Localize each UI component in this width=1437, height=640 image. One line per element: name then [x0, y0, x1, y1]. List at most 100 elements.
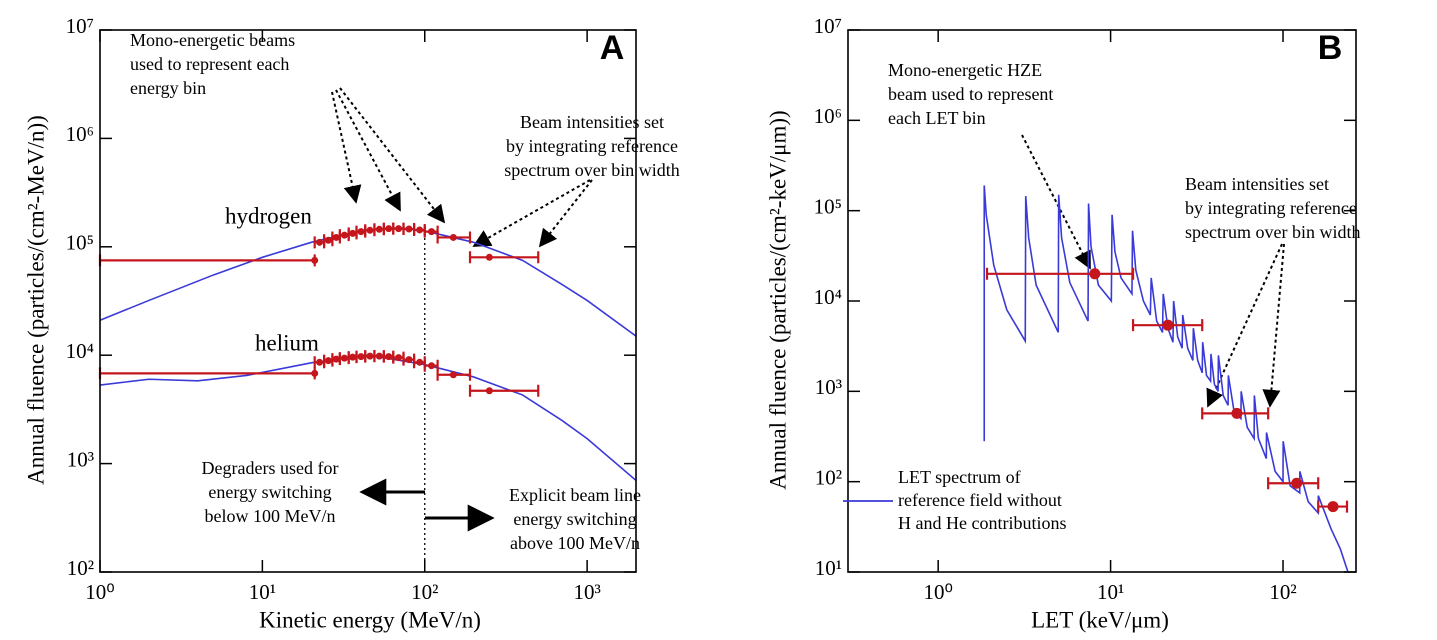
beam-point	[366, 352, 374, 360]
annotation: Explicit beam line	[509, 485, 641, 505]
annotation: Degraders used for	[202, 458, 339, 478]
beam-point	[1291, 477, 1303, 489]
x-tick-label: 10⁰	[85, 580, 114, 604]
y-tick-label: 10⁶	[814, 104, 842, 128]
annotation-arrows	[331, 87, 1285, 532]
annotation: Beam intensities set	[1185, 174, 1329, 194]
beam-point	[1231, 407, 1243, 419]
annotation: Beam intensities set	[520, 112, 664, 132]
beam-bin	[98, 254, 316, 267]
y-tick-label: 10⁴	[66, 339, 94, 363]
y-tick-label: 10⁴	[814, 285, 842, 309]
beam-point	[332, 355, 340, 363]
plot-frame	[99, 29, 637, 573]
beam-point	[427, 362, 435, 370]
beam-point	[349, 229, 357, 237]
beam-point	[316, 238, 324, 246]
beam-point	[366, 226, 374, 234]
x-axis-label: LET (keV/μm)	[1031, 607, 1169, 632]
beam-point	[1327, 501, 1339, 513]
panel-label: A	[600, 29, 625, 67]
y-axis-label: Annual fluence (particles/(cm²-MeV/n))	[23, 115, 48, 485]
y-tick-label: 10⁵	[66, 231, 94, 255]
y-tick-label: 10⁵	[814, 194, 842, 218]
y-tick-label: 10³	[67, 447, 94, 471]
beam-bin	[468, 384, 540, 397]
annotation: by integrating reference	[506, 136, 678, 156]
legend-text: LET spectrum of reference field without …	[898, 467, 1067, 533]
beam-point	[395, 354, 403, 362]
annotation: energy switching	[513, 509, 636, 529]
arrow	[1021, 134, 1091, 270]
annotation: by integrating reference	[1185, 198, 1357, 218]
series-label: helium	[255, 330, 319, 355]
beam-point	[416, 358, 424, 366]
legend: LET spectrum of reference field without …	[898, 467, 1067, 533]
beam-point	[375, 352, 383, 360]
beam-bin	[468, 251, 540, 264]
annotation: Mono-energetic beams	[130, 30, 295, 50]
y-tick-label: 10⁷	[66, 14, 94, 38]
annotation: spectrum over bin width	[504, 160, 679, 180]
panel-label: B	[1318, 29, 1343, 67]
beam-point	[405, 225, 413, 233]
panel: 10⁰ 10¹ 10² 10³ 10² 10³ 10⁴ 10⁵ 10⁶ 10⁷ hydrogen he…	[23, 14, 679, 632]
annotation: energy switching	[208, 482, 331, 502]
beam-point	[357, 353, 365, 361]
beam-point	[311, 369, 319, 377]
beam-point	[449, 371, 457, 379]
arrow	[335, 89, 401, 212]
x-tick-label: 10⁰	[923, 580, 952, 604]
y-axis-label: Annual fluence (particles/(cm²-keV/μm))	[765, 110, 790, 489]
y-tick-label: 10²	[815, 465, 842, 489]
annotation: beam used to represent	[888, 84, 1053, 104]
beam-point	[1089, 268, 1101, 280]
annotation: spectrum over bin width	[1185, 222, 1360, 242]
beam-point	[375, 225, 383, 233]
beam-point	[357, 228, 365, 236]
x-tick-label: 10¹	[249, 580, 276, 604]
arrow	[1262, 243, 1285, 408]
series-line	[983, 185, 1349, 573]
arrow	[1206, 243, 1283, 408]
y-tick-label: 10¹	[815, 556, 842, 580]
beam-point	[324, 357, 332, 365]
beam-point	[416, 226, 424, 234]
beam-bin	[985, 267, 1135, 280]
beam-point	[485, 253, 493, 261]
beam-point	[385, 225, 393, 233]
beam-point	[332, 233, 340, 241]
annotation: used to represent each	[130, 54, 289, 74]
beam-point	[485, 387, 493, 395]
x-tick-label: 10²	[1269, 580, 1296, 604]
x-tick-label: 10²	[411, 580, 438, 604]
beam-point	[427, 228, 435, 236]
y-tick-label: 10²	[67, 556, 94, 580]
y-tick-label: 10⁶	[66, 122, 94, 146]
x-tick-label: 10¹	[1097, 580, 1124, 604]
y-tick-label: 10³	[815, 375, 842, 399]
arrow	[472, 179, 591, 247]
beam-point	[324, 236, 332, 244]
y-tick-label: 10⁷	[814, 14, 842, 38]
arrow	[331, 91, 362, 204]
beam-point	[405, 356, 413, 364]
beam-point	[316, 358, 324, 366]
beam-point	[349, 353, 357, 361]
panel: 10⁰ 10¹ 10² 10¹ 10² 10³ 10⁴ 10⁵ 10⁶ 10⁷ B LET (keV/…	[765, 14, 1360, 632]
beam-point	[395, 225, 403, 233]
beam-point	[385, 353, 393, 361]
beam-point	[311, 256, 319, 264]
series-line	[99, 226, 637, 337]
annotation: energy bin	[130, 78, 206, 98]
annotation: above 100 MeV/n	[510, 533, 640, 553]
arrow	[339, 87, 446, 224]
plot-frame	[847, 29, 1357, 573]
arrow	[538, 179, 593, 248]
x-axis-label: Kinetic energy (MeV/n)	[259, 607, 481, 632]
annotation: each LET bin	[888, 108, 986, 128]
annotation: below 100 MeV/n	[205, 506, 336, 526]
beam-point	[1162, 319, 1174, 331]
beam-point	[340, 354, 348, 362]
